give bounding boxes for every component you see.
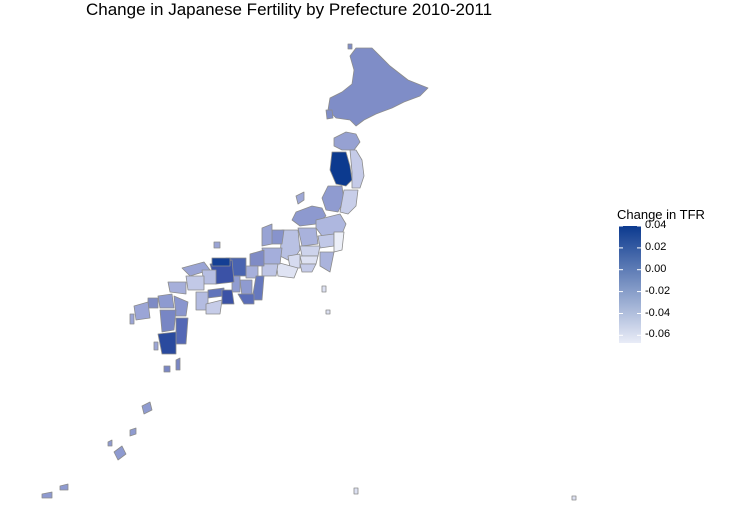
legend-tick [619, 247, 623, 249]
legend-title: Change in TFR [617, 207, 705, 222]
island-oki [213, 241, 221, 249]
region-fukuoka [157, 293, 175, 309]
island-yakushima [163, 365, 171, 373]
legend-tick [637, 313, 641, 314]
island-tanegashima [175, 357, 181, 371]
region-wakayama [237, 293, 255, 305]
region-kagoshima [157, 331, 177, 355]
island-yaeyama [41, 491, 53, 499]
region-kochi [205, 299, 223, 315]
region-gunma [297, 227, 319, 247]
island-amami [141, 401, 153, 415]
legend-tick [637, 334, 641, 336]
island-miyako [59, 483, 69, 491]
region-yamagata [321, 185, 345, 213]
legend-tick [637, 247, 641, 249]
legend-tick-label: -0.06 [645, 328, 671, 341]
region-saga [147, 297, 159, 309]
legend-tick-label: 0.00 [645, 262, 667, 275]
region-ishikawa [261, 223, 273, 247]
region-hiroshima [185, 275, 205, 291]
region-mie [251, 275, 265, 301]
legend-tick-label: -0.02 [645, 284, 671, 297]
region-tottori [211, 257, 231, 267]
island-hokkaido-west [325, 109, 334, 120]
region-tokyo [299, 255, 319, 265]
region-saitama [299, 245, 321, 257]
region-chiba [319, 251, 335, 273]
region-yamanashi [287, 253, 301, 269]
legend-tick-label: -0.04 [645, 306, 671, 319]
region-tochigi [317, 233, 335, 249]
island-izu-2 [325, 309, 331, 315]
legend-tick [637, 291, 641, 293]
region-ibaraki [333, 231, 345, 253]
region-shizuoka [275, 261, 299, 279]
island-amami-south [129, 427, 137, 437]
region-iwate [349, 149, 365, 189]
legend-tick [619, 269, 623, 271]
legend-tick [637, 226, 641, 227]
legend-tick [619, 313, 623, 314]
region-kanagawa [299, 263, 317, 273]
region-miyagi [339, 189, 359, 215]
region-oita [173, 295, 189, 317]
island-ogasawara [353, 487, 359, 495]
region-gifu [261, 247, 283, 265]
region-hokkaido [327, 47, 429, 127]
island-izu-1 [321, 285, 327, 293]
legend-colorbar [619, 226, 641, 343]
legend-gradient [619, 226, 641, 343]
island-tsushima [129, 313, 135, 325]
legend-tick [637, 269, 641, 271]
island-rebun [347, 43, 353, 50]
region-akita [329, 151, 353, 187]
legend-tick [619, 226, 623, 227]
island-goto [153, 341, 159, 351]
island-sado [295, 191, 305, 205]
region-miyazaki [175, 317, 189, 345]
legend-tick-label: 0.04 [645, 219, 667, 231]
region-nagasaki [133, 301, 151, 321]
region-kumamoto [159, 309, 177, 333]
map-title: Change in Japanese Fertility by Prefectu… [86, 0, 493, 19]
region-aichi [261, 263, 279, 277]
island-minamitorishima [571, 495, 577, 501]
region-yamaguchi [167, 281, 187, 295]
legend-tick [619, 334, 623, 336]
region-aomori [333, 131, 361, 151]
island-okinawa-2 [107, 439, 113, 447]
region-fukui [249, 249, 265, 267]
island-okinawa [113, 445, 127, 461]
legend: Change in TFR 0.04 0.02 0.00 -0.02 -0.04 -0.0… [617, 207, 727, 347]
region-tokushima [221, 289, 235, 305]
legend-tick [619, 291, 623, 293]
legend-tick-label: 0.02 [645, 240, 667, 253]
